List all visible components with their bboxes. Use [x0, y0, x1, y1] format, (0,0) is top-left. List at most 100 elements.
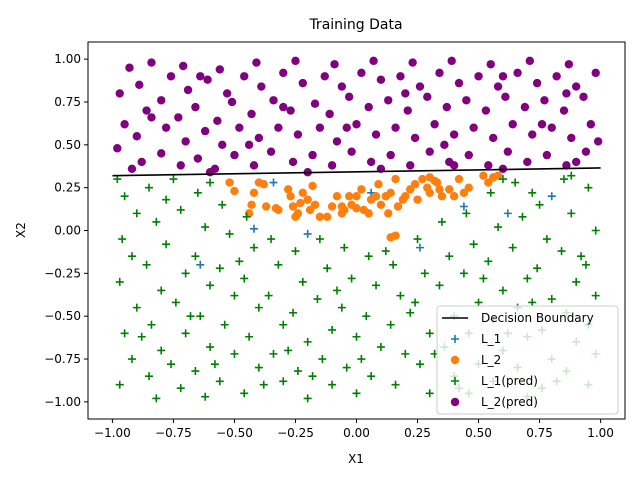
data-point — [215, 65, 225, 74]
data-point — [357, 185, 366, 194]
data-point — [459, 202, 468, 211]
data-point — [249, 243, 258, 252]
legend-label: L_2 — [481, 353, 501, 367]
data-point — [235, 257, 244, 266]
legend-entry: L_1 — [451, 332, 501, 346]
data-point — [218, 140, 227, 150]
data-point — [479, 171, 488, 180]
legend-marker — [451, 335, 459, 343]
data-point — [257, 82, 266, 91]
y-tick-label: 1.00 — [54, 52, 81, 66]
data-point — [386, 233, 395, 242]
data-point — [425, 329, 434, 338]
data-point — [115, 380, 124, 389]
data-point — [571, 157, 581, 167]
data-point — [481, 106, 491, 115]
data-point — [203, 75, 212, 84]
data-point — [230, 349, 239, 358]
data-point — [296, 198, 305, 208]
data-point — [261, 202, 271, 211]
data-point — [581, 260, 590, 269]
line-layer — [112, 167, 601, 177]
data-point — [147, 113, 156, 122]
data-point — [225, 229, 234, 238]
data-point — [254, 133, 264, 143]
data-point — [191, 102, 200, 112]
data-point — [474, 72, 483, 81]
legend-label: L_2(pred) — [481, 395, 538, 409]
data-point — [559, 106, 569, 115]
data-point — [113, 144, 122, 153]
data-point — [435, 68, 444, 78]
data-point — [371, 130, 381, 139]
data-point — [201, 223, 210, 232]
data-point — [447, 56, 456, 66]
data-point — [137, 157, 146, 167]
data-point — [449, 192, 459, 201]
data-point — [591, 68, 600, 78]
data-point — [266, 147, 276, 156]
data-point — [249, 224, 258, 233]
data-point — [401, 349, 410, 358]
data-point — [474, 298, 483, 307]
data-point — [425, 147, 434, 156]
data-point — [386, 188, 395, 197]
data-point — [127, 355, 136, 364]
data-point — [547, 295, 556, 304]
data-point — [357, 355, 366, 364]
data-point — [289, 308, 298, 317]
data-point — [586, 120, 596, 129]
legend-label: Decision Boundary — [481, 311, 594, 325]
data-point — [193, 188, 202, 197]
data-point — [245, 332, 254, 341]
data-point — [571, 82, 581, 91]
data-point — [386, 150, 395, 160]
data-point — [557, 247, 566, 256]
legend-marker — [450, 355, 460, 365]
decision-boundary-line — [112, 167, 601, 177]
data-point — [240, 389, 249, 398]
x-tick-label: −0.25 — [277, 426, 314, 440]
x-axis: −1.00 −0.75 −0.50 −0.25 0.00 0.25 0.50 0.75 1.00 — [94, 419, 614, 440]
data-point — [479, 274, 488, 283]
data-point — [249, 161, 259, 170]
data-point — [193, 154, 203, 163]
data-point — [210, 360, 219, 369]
data-point — [264, 291, 273, 300]
data-point — [303, 337, 312, 346]
data-point — [286, 192, 295, 201]
data-point — [145, 372, 154, 381]
y-tick-label: 0.00 — [54, 224, 81, 238]
data-point — [389, 260, 398, 269]
data-point — [445, 252, 454, 261]
data-point — [437, 217, 446, 226]
data-point — [381, 247, 390, 256]
data-point — [269, 349, 278, 358]
data-point — [528, 130, 537, 139]
series-layer — [113, 56, 603, 403]
data-point — [286, 106, 295, 115]
data-point — [464, 150, 473, 160]
data-point — [454, 174, 464, 184]
data-point — [132, 132, 142, 141]
data-point — [413, 195, 422, 204]
series-l-2 — [225, 171, 503, 242]
legend-label: L_1 — [481, 332, 501, 346]
data-point — [525, 56, 535, 66]
data-point — [240, 72, 249, 81]
data-point — [423, 92, 432, 102]
y-axis-label: X2 — [14, 222, 28, 238]
x-tick-label: 0.50 — [465, 426, 492, 440]
series-l-2-pred — [113, 56, 603, 177]
data-point — [415, 243, 424, 252]
data-point — [291, 247, 300, 256]
y-axis: −1.00 −0.75 −0.50 −0.25 0.00 0.25 0.50 0.75 1.00 — [44, 52, 88, 409]
data-point — [196, 312, 205, 321]
data-point — [318, 355, 327, 364]
data-point — [469, 240, 478, 249]
data-point — [213, 116, 222, 126]
data-point — [425, 173, 434, 182]
data-point — [501, 92, 510, 102]
data-point — [449, 161, 459, 170]
plot-area — [87, 41, 626, 420]
